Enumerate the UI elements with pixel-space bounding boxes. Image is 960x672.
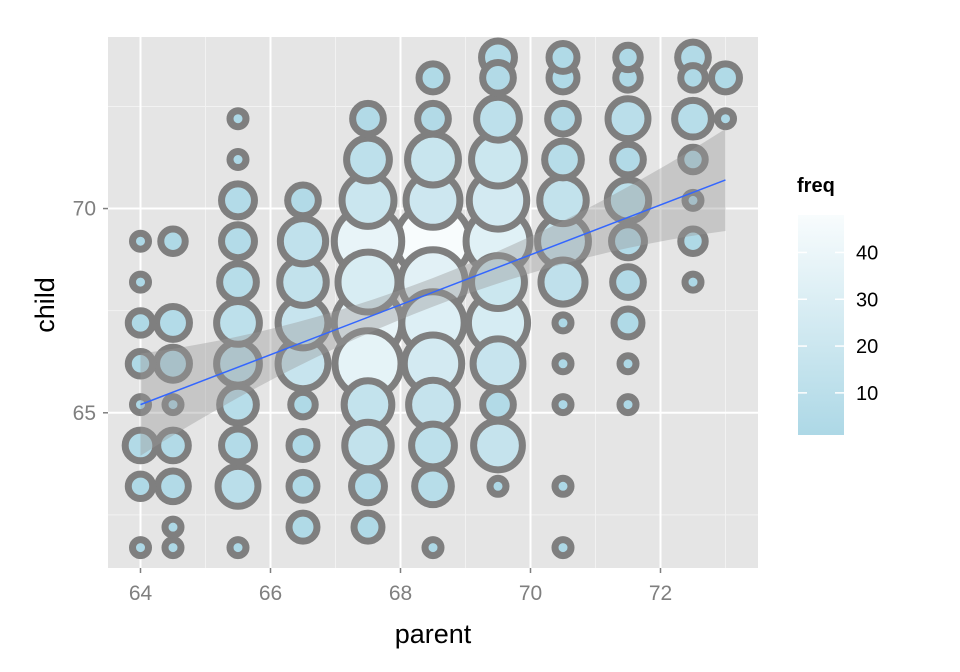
data-point <box>343 134 393 185</box>
data-point <box>349 99 387 138</box>
y-tick-label: 70 <box>73 198 96 221</box>
data-point <box>350 509 386 545</box>
data-point <box>226 536 250 560</box>
data-point <box>124 470 157 503</box>
x-tick-label: 66 <box>259 582 282 605</box>
data-point <box>414 99 452 138</box>
data-point <box>124 307 157 339</box>
data-point <box>161 393 185 417</box>
x-tick-label: 72 <box>649 582 672 605</box>
data-point <box>411 464 455 509</box>
data-point <box>551 536 575 560</box>
smooth-layer <box>140 128 726 456</box>
data-point <box>681 270 705 294</box>
data-point <box>408 420 458 471</box>
data-point <box>285 509 321 545</box>
legend-tick-label: 30 <box>856 289 878 311</box>
data-point <box>404 130 462 189</box>
data-point <box>124 348 157 380</box>
data-point <box>161 536 185 560</box>
data-point <box>677 225 709 257</box>
x-axis-title: parent <box>395 619 472 649</box>
legend-ticks: 10 20 30 40 <box>798 242 878 405</box>
data-point <box>616 393 640 417</box>
data-point <box>226 148 250 172</box>
data-point <box>470 417 526 474</box>
x-axis: 64 66 68 70 72 <box>129 568 672 605</box>
data-point <box>468 252 528 313</box>
data-point <box>218 180 258 221</box>
data-point <box>541 137 585 182</box>
data-point <box>153 343 193 384</box>
data-point <box>284 181 322 220</box>
data-point <box>285 468 321 504</box>
data-point <box>334 248 402 316</box>
x-tick-label: 64 <box>129 582 153 605</box>
x-tick-label: 68 <box>389 582 412 605</box>
data-point <box>226 107 250 131</box>
data-point <box>609 263 647 301</box>
data-point <box>341 418 395 473</box>
data-point <box>610 305 646 341</box>
y-axis-title: child <box>30 277 60 333</box>
x-tick-label: 70 <box>519 582 542 605</box>
data-point <box>129 270 152 294</box>
data-point <box>544 99 582 138</box>
data-point <box>157 225 189 257</box>
data-point <box>473 93 523 144</box>
data-point <box>612 41 644 74</box>
data-point <box>603 176 653 225</box>
data-point <box>479 59 517 97</box>
legend: freq 10 20 30 40 <box>797 175 878 435</box>
data-point <box>486 474 510 498</box>
point-layer <box>121 37 743 560</box>
y-tick-label: 65 <box>73 402 96 425</box>
data-point <box>214 462 262 510</box>
data-point <box>218 221 258 262</box>
data-point <box>161 515 185 539</box>
data-point <box>154 426 192 465</box>
data-point <box>153 302 193 343</box>
data-point <box>551 474 575 498</box>
data-point <box>608 221 648 262</box>
data-point <box>287 388 319 421</box>
data-point <box>216 260 260 304</box>
legend-tick-label: 40 <box>856 242 878 264</box>
data-point <box>154 467 192 506</box>
data-point <box>677 62 709 94</box>
legend-tick-label: 20 <box>856 336 878 358</box>
data-point <box>551 311 575 335</box>
legend-title: freq <box>797 175 835 197</box>
data-point <box>677 143 709 176</box>
data-point <box>469 335 527 393</box>
data-point <box>285 427 321 463</box>
data-point <box>551 393 575 417</box>
minor-gridlines <box>108 37 758 568</box>
data-point <box>479 385 517 424</box>
data-point <box>545 39 581 75</box>
data-point <box>609 140 647 179</box>
data-point <box>551 352 575 376</box>
data-point <box>604 95 652 143</box>
legend-colorbar <box>798 215 844 435</box>
data-point <box>348 466 388 507</box>
data-point <box>216 382 260 427</box>
data-point <box>616 352 640 376</box>
data-point <box>276 215 330 268</box>
data-point <box>671 96 715 141</box>
data-point <box>714 107 737 131</box>
data-point <box>129 536 152 560</box>
data-point <box>415 60 451 96</box>
data-point <box>129 229 152 253</box>
data-point <box>218 425 258 466</box>
data-point <box>537 256 589 308</box>
regression-line <box>140 179 726 406</box>
y-axis: 65 70 <box>73 198 108 425</box>
data-point <box>708 60 743 96</box>
data-point <box>421 536 445 560</box>
legend-tick-label: 10 <box>856 383 878 405</box>
